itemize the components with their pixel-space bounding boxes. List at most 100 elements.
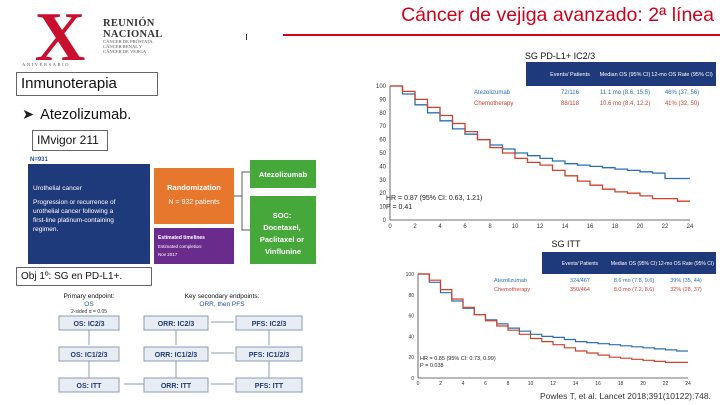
km-bottom-label: SG ITT — [552, 239, 582, 249]
km-top-table-header-bg — [526, 62, 716, 86]
km-bottom-x-tick: 8 — [507, 381, 510, 387]
arm-b-line-2: Paclitaxel or — [260, 235, 304, 244]
os-label-ic123: OS: IC1/2/3 — [71, 352, 108, 359]
km-bottom-x-tick: 20 — [640, 381, 646, 387]
km-top-y-tick: 50 — [379, 151, 386, 157]
km-bottom-y-tick: 100 — [406, 272, 415, 278]
title-underline — [283, 34, 720, 36]
eligibility-bullet-2c: first-line platinum-containing — [33, 217, 114, 224]
timeline-title: Estimated timelines — [158, 235, 205, 241]
km-bottom-y-tick: 0 — [411, 376, 414, 382]
km-bottom-hr: HR = 0.85 (95% CI: 0.73, 0.99) — [420, 356, 496, 362]
randomization-box — [154, 168, 234, 224]
secondary-endpoint-title: Key secondary endpoints: — [185, 293, 260, 300]
km-top-row1-rate: 46% (37, 56) — [665, 90, 699, 96]
citation: Powles T, et al. Lancet 2018;391(10122):… — [540, 391, 711, 401]
km-top-x-tick: 4 — [438, 224, 442, 230]
km-bottom-x-tick: 2 — [439, 381, 442, 387]
arm-b-title: SOC: — [273, 211, 292, 220]
km-bottom-row2-median: 8.0 mo (7.2, 8.6) — [614, 287, 655, 293]
timeline-date: Nov 2017 — [158, 252, 178, 257]
arm-b-box — [250, 196, 316, 264]
km-top-x-tick: 24 — [687, 224, 694, 230]
primary-endpoint-note: 2-sided α = 0.05 — [71, 309, 107, 315]
primary-endpoint-title: Primary endpoint: — [64, 293, 115, 300]
randomization-n: N = 932 patients — [168, 199, 220, 206]
bullet-text: Atezolizumab. — [40, 107, 132, 123]
arm-a-label: Atezolizumab — [259, 170, 308, 179]
km-bottom-y-tick: 20 — [408, 355, 414, 361]
orr-label-itt: ORR: ITT — [161, 383, 192, 390]
trial-design-diagram: Urothelial cancer Progression or recurre… — [28, 160, 316, 264]
km-bottom-x-tick: 22 — [663, 381, 669, 387]
km-top-x-tick: 14 — [562, 224, 569, 230]
km-top-header-rate: 12-mo OS Rate (95% CI) — [651, 72, 713, 78]
km-bottom-row1-median: 8.6 mo (7.8, 9.6) — [614, 278, 655, 284]
bullet-atezolizumab: ➤ Atezolizumab. — [22, 107, 131, 123]
km-top-curve-chemotherapy — [390, 85, 690, 202]
km-top-x-tick: 18 — [612, 224, 619, 230]
km-top-header-median: Median OS (95% CI) — [600, 72, 651, 78]
km-bottom-y-tick: 40 — [408, 334, 414, 340]
eligibility-bullet-2b: urothelial cancer following a — [33, 208, 114, 215]
trial-label: IMvigor 211 — [32, 130, 108, 151]
os-label-ic23: OS: IC2/3 — [73, 321, 104, 328]
km-top-row2-median: 10.6 mo (8.4, 12.2) — [600, 101, 651, 107]
km-plot-ic23: SG PD-L1+ IC2/3 Events/ Patients Median … — [376, 51, 716, 230]
os-box-ic123 — [58, 346, 120, 362]
arm-a-box — [250, 160, 316, 188]
eligibility-bullet-1: Urothelial cancer — [33, 185, 83, 192]
svg-text:SOC: Docetaxel, Paclit: SOC: Docetaxel, Paclitaxel or Vinflunine — [260, 211, 306, 256]
km-top-y-tick: 80 — [379, 111, 386, 117]
logo-line4: CÁNCER RENAL Y — [103, 43, 143, 49]
os-box-ic23 — [58, 315, 120, 331]
timeline-box — [154, 228, 234, 264]
os-label-itt: OS: ITT — [77, 383, 103, 390]
km-bottom-x-tick: 18 — [618, 381, 624, 387]
orr-box-itt — [143, 377, 209, 393]
km-plot-itt: SG ITT Events/ Patients Median OS (95% C… — [406, 239, 716, 387]
km-top-x-tick: 10 — [512, 224, 519, 230]
km-bottom-header-rate: 12-mo OS Rate (95% CI) — [658, 261, 714, 267]
objective-label: Obj 1º: SG en PD-L1+. — [16, 267, 152, 286]
arrow-bullet-icon: ➤ — [22, 107, 35, 123]
orr-label-ic123: ORR: IC1/2/3 — [155, 352, 198, 359]
km-bottom-row1-name: Atezolizumab — [494, 278, 527, 284]
km-top-row1-events: 72/116 — [561, 90, 580, 96]
eligibility-bullet-2a: Progression or recurrence of — [33, 199, 116, 206]
km-bottom-x-tick: 16 — [595, 381, 601, 387]
km-top-row2-name: Chemotherapy — [474, 101, 513, 107]
km-bottom-x-tick: 6 — [484, 381, 487, 387]
pfs-label-itt: PFS: ITT — [255, 383, 284, 390]
km-top-x-tick: 22 — [662, 224, 669, 230]
pfs-box-ic23 — [235, 315, 303, 331]
km-top-y-tick: 70 — [379, 124, 386, 130]
logo-mark: X — [35, 4, 86, 66]
km-top-x-tick: 0 — [388, 224, 392, 230]
logo-line5: CÁNCER DE VEJIGA — [103, 48, 147, 54]
km-bottom-curve-chemotherapy — [418, 273, 688, 364]
secondary-endpoint-names: ORR, then PFS — [199, 301, 245, 308]
randomization-title: Randomization — [167, 183, 221, 192]
km-bottom-x-tick: 14 — [573, 381, 579, 387]
km-top-hr: HR = 0.87 (95% CI: 0.63, 1.21) — [386, 195, 482, 202]
km-bottom-curve-atezolizumab — [418, 273, 688, 352]
km-bottom-row1-rate: 39% (35, 44) — [670, 278, 702, 284]
logo-line2: NACIONAL — [103, 29, 163, 41]
orr-box-ic123 — [143, 346, 209, 362]
km-bottom-row2-events: 350/464 — [570, 287, 590, 293]
km-top-x-tick: 6 — [463, 224, 467, 230]
km-bottom-header-events: Events/ Patients — [562, 261, 599, 267]
orr-label-ic23: ORR: IC2/3 — [158, 321, 195, 328]
logo-subtitle: ANIVERSARIO — [22, 62, 71, 67]
pfs-box-ic123 — [235, 346, 303, 362]
endpoints-diagram: Primary endpoint: OS 2-sided α = 0.05 Ke… — [58, 293, 303, 393]
section-label: Inmunoterapia — [16, 72, 158, 96]
pfs-box-itt — [235, 377, 303, 393]
km-bottom-x-tick: 0 — [417, 381, 420, 387]
os-box-itt — [58, 377, 120, 393]
logo-line3: CÁNCER DE PRÓSTATA, — [103, 39, 154, 45]
km-top-y-tick: 100 — [376, 84, 387, 90]
km-top-x-tick: 2 — [413, 224, 417, 230]
km-top-row2-rate: 41% (32, 50) — [665, 101, 699, 107]
